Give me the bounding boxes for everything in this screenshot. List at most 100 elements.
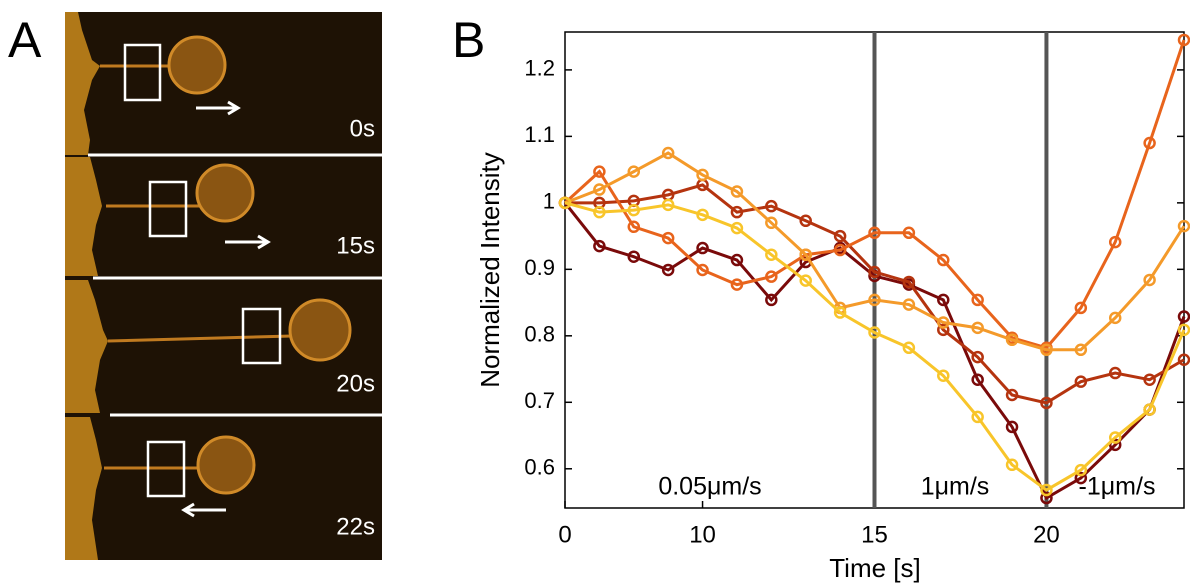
data-point: [799, 248, 812, 261]
series-line: [563, 39, 1186, 350]
data-point: [1143, 373, 1156, 386]
data-point: [1040, 491, 1053, 505]
data-point: [627, 250, 641, 263]
data-point: [696, 241, 709, 255]
data-point: [833, 306, 847, 319]
data-point: [696, 208, 709, 222]
bead: [288, 298, 352, 362]
data-point: [627, 203, 641, 217]
micrograph-panel: 0s 15s 20s 22s: [65, 12, 382, 560]
data-point: [696, 168, 709, 182]
data-point: [971, 293, 984, 307]
cell-edge: [65, 280, 108, 413]
data-point: [1108, 235, 1122, 249]
bead: [167, 35, 227, 95]
data-point: [1108, 366, 1122, 380]
data-point: [1040, 483, 1053, 497]
data-point: [765, 216, 778, 230]
data-point: [937, 293, 950, 307]
data-point: [1074, 301, 1088, 315]
arrow: [196, 100, 241, 116]
data-point: [1005, 420, 1019, 434]
y-tick-label: 0.6: [524, 455, 555, 480]
data-point: [971, 410, 984, 424]
roi-box: [148, 180, 188, 238]
x-tick-label: 20: [1033, 521, 1060, 548]
data-point: [765, 199, 778, 213]
series-line: [564, 201, 1186, 492]
data-point: [1005, 458, 1019, 472]
data-point: [971, 373, 984, 386]
annotation: 1μm/s: [921, 473, 990, 501]
data-point: [1074, 343, 1088, 357]
data-point: [765, 270, 778, 283]
data-point: [1177, 323, 1190, 337]
data-point: [730, 205, 744, 219]
data-point: [1005, 388, 1019, 402]
tether: [107, 334, 293, 343]
cell-edge: [65, 12, 100, 155]
arrow: [181, 502, 226, 518]
data-point: [1143, 273, 1156, 287]
data-point: [1108, 311, 1122, 325]
y-tick-label: 1.2: [524, 56, 555, 81]
cell-edge: [65, 417, 102, 560]
data-point: [765, 293, 778, 307]
x-tick-label: 10: [689, 521, 716, 548]
annotation: 0.05μm/s: [658, 473, 761, 501]
data-point: [1143, 403, 1156, 416]
data-point: [1143, 136, 1156, 150]
data-point: [1177, 353, 1190, 366]
data-point: [868, 265, 881, 279]
x-axis-label: Time [s]: [829, 553, 920, 583]
arrow: [225, 234, 271, 250]
data-point: [1005, 333, 1019, 347]
data-point: [558, 196, 572, 210]
data-point: [868, 226, 881, 240]
data-point: [661, 263, 675, 277]
data-point: [799, 214, 812, 228]
data-point: [593, 205, 606, 219]
roi-box: [146, 440, 186, 498]
data-point: [937, 369, 950, 382]
frame-time: 15s: [336, 232, 375, 259]
data-point: [1177, 310, 1190, 323]
data-point: [1108, 431, 1122, 444]
roi-box: [241, 307, 282, 365]
data-point: [661, 198, 675, 212]
data-point: [937, 323, 950, 337]
bead: [195, 163, 255, 223]
y-tick-label: 0.8: [524, 322, 555, 347]
panel-label: A: [8, 12, 42, 68]
data-point: [937, 316, 950, 329]
data-point: [1074, 463, 1088, 477]
data-point: [730, 253, 744, 267]
data-point: [971, 350, 984, 364]
data-point: [696, 263, 709, 277]
data-point: [833, 243, 847, 257]
series-line: [565, 183, 1185, 405]
data-point: [627, 165, 641, 178]
y-tick-label: 0.9: [524, 255, 555, 280]
data-point: [902, 298, 916, 311]
data-point: [833, 229, 847, 243]
data-point: [730, 185, 744, 198]
data-point: [1040, 396, 1053, 410]
data-point: [1108, 438, 1122, 452]
y-tick-label: 1.1: [524, 122, 555, 147]
data-point: [593, 165, 606, 178]
panel-label: B: [452, 12, 485, 68]
y-tick-label: 0.7: [524, 388, 555, 413]
data-point: [868, 326, 881, 339]
data-point: [971, 321, 984, 335]
data-point: [765, 248, 778, 261]
data-point: [1074, 471, 1088, 485]
data-point: [1040, 343, 1053, 357]
x-tick-label: 15: [861, 521, 888, 548]
frame-time: 22s: [336, 513, 375, 540]
x-tick-label: 0: [558, 521, 571, 548]
series-line: [564, 151, 1186, 352]
annotation: -1μm/s: [1079, 473, 1156, 501]
y-tick-label: 1: [543, 189, 555, 214]
